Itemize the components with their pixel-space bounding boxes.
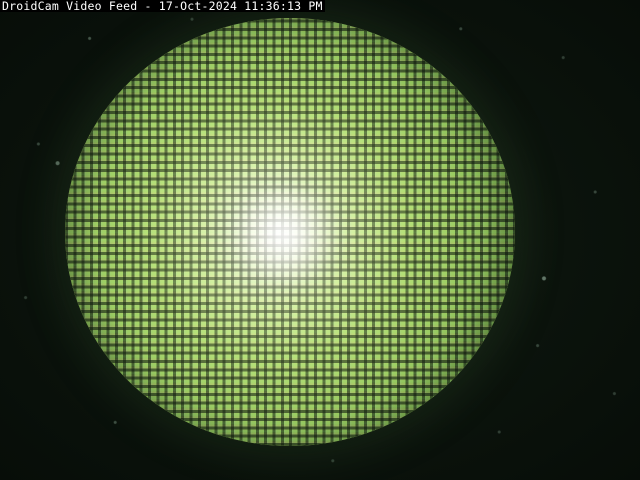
illuminated-grid-disc	[65, 18, 515, 446]
disc-vignette	[65, 18, 515, 446]
feed-timestamp-overlay: DroidCam Video Feed - 17-Oct-2024 11:36:…	[0, 0, 325, 13]
